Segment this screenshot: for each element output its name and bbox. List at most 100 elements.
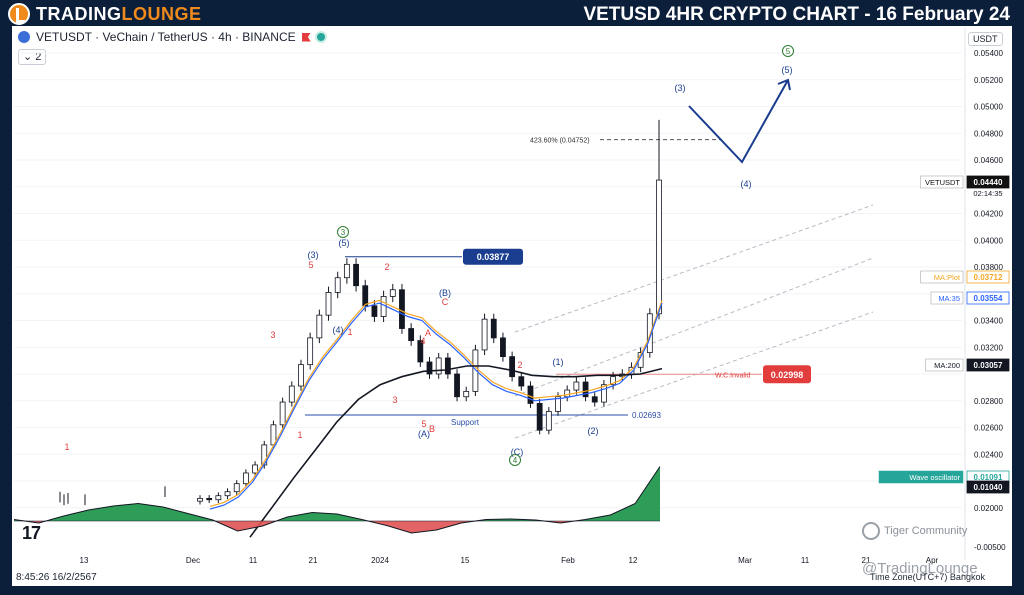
moving-averages — [209, 299, 663, 538]
candle-body — [435, 357, 442, 375]
candle-body — [646, 313, 653, 353]
channel-line — [514, 311, 874, 439]
candle-body — [371, 305, 378, 317]
indicator-count: 2 — [35, 51, 42, 63]
x-tick-label: Mar — [738, 556, 752, 565]
wave-label-red: A — [425, 328, 431, 338]
y-tick-label: 0.04000 — [974, 236, 1003, 245]
support-value: 0.02693 — [632, 411, 661, 420]
channel-lines — [514, 204, 874, 439]
candle-body — [610, 376, 616, 386]
market-status-icon — [316, 33, 325, 41]
x-tick-label: Dec — [186, 556, 200, 565]
price-tag-name-box — [920, 175, 964, 189]
symbol-bar[interactable]: VETUSDT · VeChain / TetherUS · 4h · BINA… — [18, 30, 325, 44]
wave-labels: (3)(5)(4)(B)(A)(C)(1)(2)(3)(4)(5)135124A… — [64, 45, 794, 466]
wave-oscillator — [13, 466, 661, 534]
wave-label-red: 5 — [421, 419, 426, 429]
wave-label-red: 2 — [384, 262, 389, 272]
projection-arrowhead — [777, 78, 791, 91]
grid — [14, 52, 962, 509]
x-tick-label: 21 — [862, 556, 871, 565]
wave-label-red: C — [442, 297, 449, 307]
wave-label-green: 3 — [341, 228, 346, 237]
wave-label-red: 2 — [517, 360, 522, 370]
price-tag-value: 0.03712 — [974, 273, 1003, 282]
chart-panel[interactable] — [12, 26, 1012, 586]
candle-body — [334, 277, 341, 293]
tiger-icon — [862, 522, 880, 540]
wave-label-blue: (A) — [418, 429, 430, 439]
chevron-down-icon: ⌄ — [23, 51, 33, 63]
price-tag-name: MA:200 — [934, 361, 960, 370]
tradingview-logo: 17 — [22, 523, 41, 543]
invalid-label: W.C.Invalid — [715, 372, 751, 379]
wave-projection — [688, 78, 791, 164]
candle-body — [362, 285, 369, 307]
channel-line — [514, 204, 874, 333]
x-tick-label: 11 — [249, 556, 258, 565]
candle-body — [233, 483, 240, 493]
price-tag-name: MA:Plot — [934, 273, 961, 282]
candle-body — [426, 361, 433, 375]
oscillator-positive — [14, 466, 660, 521]
price-tag-name: Wave oscillator — [909, 473, 960, 482]
wave-label-red: B — [429, 424, 435, 434]
timezone[interactable]: Time Zone(UTC+7) Bangkok — [870, 572, 985, 582]
resistance-value: 0.03877 — [477, 252, 510, 262]
y-tick-label: 0.03200 — [974, 343, 1003, 352]
candle-body — [298, 364, 304, 387]
candle-body — [353, 263, 359, 287]
symbol-title[interactable]: VETUSDT · VeChain / TetherUS · 4h · BINA… — [36, 30, 296, 44]
price-tag-name-box — [878, 470, 964, 484]
watermark-tradinglounge: @TradingLounge — [862, 560, 978, 577]
x-tick-label: 2024 — [371, 556, 389, 565]
candle-body — [224, 491, 231, 497]
y-tick-label: 0.05400 — [974, 49, 1003, 58]
candle-body — [601, 384, 607, 403]
y-tick-label: 0.04200 — [974, 210, 1003, 219]
y-tick-label: 0.02000 — [974, 504, 1003, 513]
chart-headline: VETUSD 4HR CRYPTO CHART - 16 February 24 — [583, 4, 1010, 25]
y-tick-label: 0.03800 — [974, 263, 1003, 272]
candle-body — [197, 497, 203, 502]
wave-label-blue: (3) — [308, 250, 319, 260]
candle-body — [518, 376, 525, 387]
price-labels: VETUSDT 0.04440 02:14:35 MA:Plot 0.03712 MA:3… — [878, 175, 1010, 494]
y-tick-label: 0.02400 — [974, 450, 1003, 459]
candle-body — [307, 337, 314, 366]
x-tick-label: Apr — [926, 556, 939, 565]
price-tag-name-box — [930, 291, 964, 305]
x-tick-label: 13 — [80, 556, 89, 565]
price-tag-value-box — [966, 358, 1010, 372]
candle-body — [288, 385, 295, 403]
wave-label-blue: (3) — [675, 83, 686, 93]
currency-selector[interactable]: USDT — [968, 32, 1003, 46]
candle-body — [444, 357, 451, 375]
flag-icon[interactable] — [301, 32, 311, 42]
wave-label-red: 3 — [270, 330, 275, 340]
price-tag-value: 0.03554 — [974, 294, 1003, 303]
candle-body — [545, 411, 552, 431]
top-banner: TRADINGLOUNGE VETUSD 4HR CRYPTO CHART - … — [0, 0, 1024, 28]
logo-icon — [8, 3, 30, 25]
candle-body — [582, 381, 589, 398]
indicator-toggle[interactable]: ⌄ 2 — [18, 49, 47, 65]
wave-label-red: 1 — [297, 430, 302, 440]
candle-body — [325, 292, 332, 316]
price-tag-name-box — [920, 270, 964, 284]
y-tick-label: 0.02800 — [974, 397, 1003, 406]
price-tag-value-box — [966, 175, 1010, 189]
y-tick-label: 0.04800 — [974, 129, 1003, 138]
candle-body — [206, 497, 213, 501]
resistance-badge — [463, 248, 523, 265]
support-label: Support — [451, 418, 480, 427]
candle-body — [242, 472, 249, 485]
time-axis: 13 Dec 11 21 2024 15 Feb 12 Mar 11 21 Apr — [80, 556, 939, 565]
wave-label-blue: (1) — [553, 357, 564, 367]
price-tag-value-box — [966, 291, 1010, 305]
candle-body — [454, 373, 460, 398]
wave-label-blue: (C) — [511, 447, 524, 457]
candle-body — [399, 289, 405, 329]
